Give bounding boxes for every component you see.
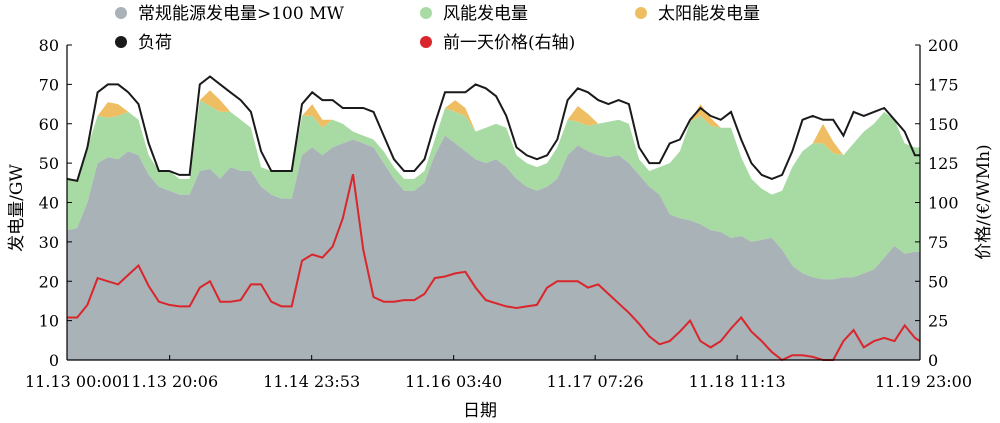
y-right-tick-label: 25 — [928, 312, 948, 331]
wind-area — [67, 100, 920, 280]
y-right-tick-label: 175 — [928, 75, 959, 94]
x-tick-label: 11.19 23:00 — [875, 372, 972, 391]
legend-marker — [420, 36, 432, 48]
y-left-tick-label: 70 — [39, 75, 59, 94]
solar-area — [67, 90, 920, 195]
y-axis-left-title: 发电量/GW — [7, 164, 27, 252]
x-tick-label: 11.17 07:26 — [547, 372, 644, 391]
y-left-tick-label: 10 — [39, 312, 59, 331]
y-left-tick-label: 60 — [39, 115, 59, 134]
y-right-tick-label: 150 — [928, 115, 959, 134]
y-right-tick-label: 125 — [928, 154, 959, 173]
x-tick-label: 11.18 11:13 — [689, 372, 786, 391]
y-left-tick-label: 40 — [39, 194, 59, 213]
legend-label: 负荷 — [138, 33, 172, 53]
x-axis-title: 日期 — [463, 401, 497, 421]
x-tick-label: 11.13 20:06 — [121, 372, 218, 391]
x-tick-label: 11.14 23:53 — [263, 372, 360, 391]
legend-label: 太阳能发电量 — [658, 4, 760, 24]
legend-label: 风能发电量 — [443, 4, 528, 24]
legend-marker — [115, 36, 127, 48]
y-axis-right-title: 价格/(€/WMh) — [974, 144, 994, 259]
load-line — [66, 75, 920, 182]
legend-marker — [635, 7, 647, 19]
x-tick-label: 11.13 00:00 — [25, 372, 122, 391]
y-right-tick-label: 200 — [928, 36, 959, 55]
y-right-tick-label: 75 — [928, 233, 948, 252]
y-right-tick-label: 100 — [928, 194, 959, 213]
y-right-tick-label: 50 — [928, 272, 948, 291]
axis-layer: 0 10 20 30 40 50 60 70 80 0 25 50 75 100 125 150 175 200 1… — [25, 36, 972, 391]
legend-label: 前一天价格(右轴) — [443, 33, 575, 53]
y-left-tick-label: 80 — [39, 36, 59, 55]
y-left-tick-label: 50 — [39, 154, 59, 173]
legend-marker — [115, 7, 127, 19]
conventional-area — [67, 135, 920, 360]
x-tick-label: 11.16 03:40 — [405, 372, 502, 391]
y-left-tick-label: 30 — [39, 233, 59, 252]
legend-marker — [420, 7, 432, 19]
y-right-tick-label: 0 — [928, 351, 938, 370]
y-left-tick-label: 20 — [39, 272, 59, 291]
legend-label: 常规能源发电量>100 MW — [138, 4, 345, 24]
y-left-tick-label: 0 — [49, 351, 59, 370]
area-layer — [67, 90, 920, 360]
